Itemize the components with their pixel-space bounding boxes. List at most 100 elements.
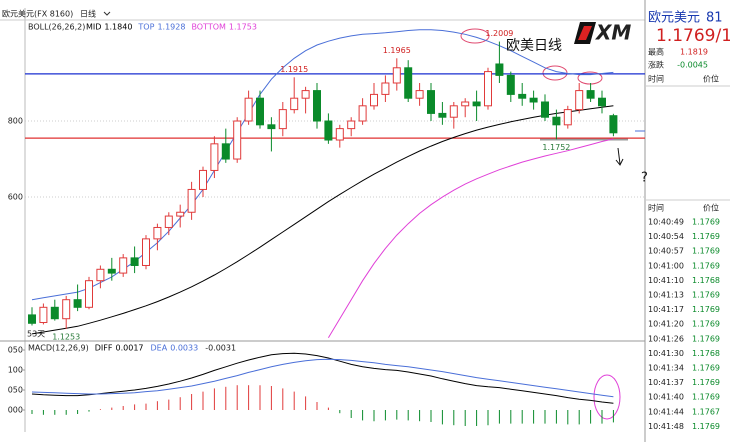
candle-body bbox=[518, 93, 527, 99]
candle-body bbox=[73, 299, 82, 308]
candle-body bbox=[347, 120, 356, 130]
candle-body bbox=[256, 97, 264, 126]
candle-body bbox=[290, 97, 299, 111]
tick-price: 1.1769 bbox=[692, 247, 720, 256]
column-header: 价位 bbox=[703, 203, 719, 213]
tick-price: 1.1769 bbox=[692, 291, 720, 300]
logo: XM bbox=[574, 21, 631, 45]
candle-body bbox=[506, 74, 515, 95]
legend-name: DEA bbox=[151, 344, 168, 353]
tick-price: 1.1769 bbox=[692, 364, 720, 373]
y-tick-label: 600 bbox=[8, 193, 23, 202]
candle-body bbox=[50, 306, 59, 320]
candle-body bbox=[164, 215, 173, 228]
logo-mark bbox=[578, 26, 592, 40]
candle-body bbox=[130, 257, 139, 266]
tick-price: 1.1769 bbox=[692, 320, 720, 329]
candle-body bbox=[438, 112, 447, 118]
indicator-line bbox=[31, 352, 614, 404]
arrow bbox=[615, 147, 624, 166]
candle-body bbox=[552, 116, 561, 126]
candle-body bbox=[370, 93, 378, 107]
legend-name: BOTTOM bbox=[191, 23, 226, 32]
candle-body bbox=[392, 67, 401, 84]
candle-body bbox=[153, 226, 162, 240]
tick-time: 10:40:57 bbox=[648, 247, 684, 256]
tick-price: 1.1769 bbox=[692, 232, 720, 241]
candle-body bbox=[313, 90, 321, 122]
tick-price: 1.1768 bbox=[692, 349, 720, 358]
indicator-title: BOLL(26,26,2) bbox=[28, 23, 85, 32]
legend-name: TOP bbox=[137, 23, 154, 32]
dropdown-caret[interactable] bbox=[103, 11, 111, 16]
tick-price: 1.1769 bbox=[692, 378, 720, 387]
candle-body bbox=[461, 101, 470, 107]
candle-body bbox=[210, 143, 219, 171]
annotation: ? bbox=[641, 171, 648, 186]
column-header: 时间 bbox=[648, 203, 664, 213]
candle-body bbox=[187, 188, 196, 213]
tick-price: 1.1769 bbox=[692, 334, 720, 343]
quote-value: 1.1819 bbox=[680, 48, 708, 57]
tick-time: 10:40:54 bbox=[648, 232, 684, 241]
candle-body bbox=[381, 82, 390, 95]
quote-code: 81 bbox=[706, 11, 723, 26]
candle-body bbox=[415, 90, 424, 99]
candle-body bbox=[484, 71, 492, 107]
candle-body bbox=[529, 97, 538, 103]
legend-value: 0.0033 bbox=[170, 344, 198, 353]
candle-body bbox=[267, 124, 276, 130]
candle-body bbox=[575, 90, 584, 111]
quote-value: -0.0045 bbox=[677, 61, 708, 70]
low-label: 1.1752 bbox=[542, 143, 570, 152]
indicator-line bbox=[31, 105, 614, 335]
tick-time: 10:41:30 bbox=[648, 349, 684, 358]
candle-body bbox=[96, 268, 105, 282]
tick-time: 10:41:20 bbox=[648, 320, 684, 329]
quote-price: 1.1769/1 bbox=[656, 26, 730, 46]
candle-body bbox=[221, 143, 230, 160]
candle-body bbox=[609, 115, 618, 134]
bar-count: 53天 bbox=[27, 330, 45, 339]
candle-body bbox=[358, 105, 367, 122]
logo-text: XM bbox=[594, 21, 631, 45]
tick-time: 10:41:10 bbox=[648, 276, 684, 285]
tick-time: 10:41:26 bbox=[648, 334, 684, 343]
low-label: 1.1253 bbox=[52, 332, 80, 341]
indicator-line bbox=[31, 358, 614, 398]
highlight-ellipse bbox=[577, 71, 603, 85]
indicator-line bbox=[327, 138, 614, 338]
y-tick-label: 050 bbox=[8, 346, 23, 355]
tick-time: 10:41:44 bbox=[648, 407, 684, 416]
tick-time: 10:41:48 bbox=[648, 422, 684, 431]
tick-price: 1.1769 bbox=[692, 218, 720, 227]
legend-value: 1.1840 bbox=[104, 23, 132, 32]
annotation: 欧美日线 bbox=[506, 38, 562, 54]
high-label: 1.1965 bbox=[383, 46, 411, 55]
column-header: 价位 bbox=[703, 74, 719, 84]
y-tick-label: 000 bbox=[8, 406, 23, 415]
candle-body bbox=[335, 128, 344, 141]
y-tick-label: 100 bbox=[8, 366, 23, 375]
macd-title: MACD(12,26,9) bbox=[28, 344, 89, 353]
candle-body bbox=[472, 101, 481, 107]
candle-body bbox=[563, 109, 572, 126]
candle-body bbox=[107, 268, 116, 274]
quote-label: 最高 bbox=[648, 47, 664, 57]
tick-time: 10:41:17 bbox=[648, 305, 684, 314]
tick-time: 10:41:40 bbox=[648, 393, 684, 402]
tick-price: 1.1767 bbox=[692, 407, 720, 416]
high-label: 1.1915 bbox=[280, 65, 308, 74]
tick-price: 1.1769 bbox=[692, 261, 720, 270]
candle-body bbox=[199, 169, 207, 190]
candle-body bbox=[142, 238, 150, 266]
candle-body bbox=[449, 105, 458, 118]
candle-body bbox=[495, 63, 504, 76]
period-selector[interactable]: 日线 bbox=[80, 9, 96, 19]
y-tick-label: 050 bbox=[8, 386, 23, 395]
tick-price: 1.1769 bbox=[692, 422, 720, 431]
highlight-ellipse bbox=[460, 28, 490, 44]
candle-body bbox=[233, 120, 242, 160]
